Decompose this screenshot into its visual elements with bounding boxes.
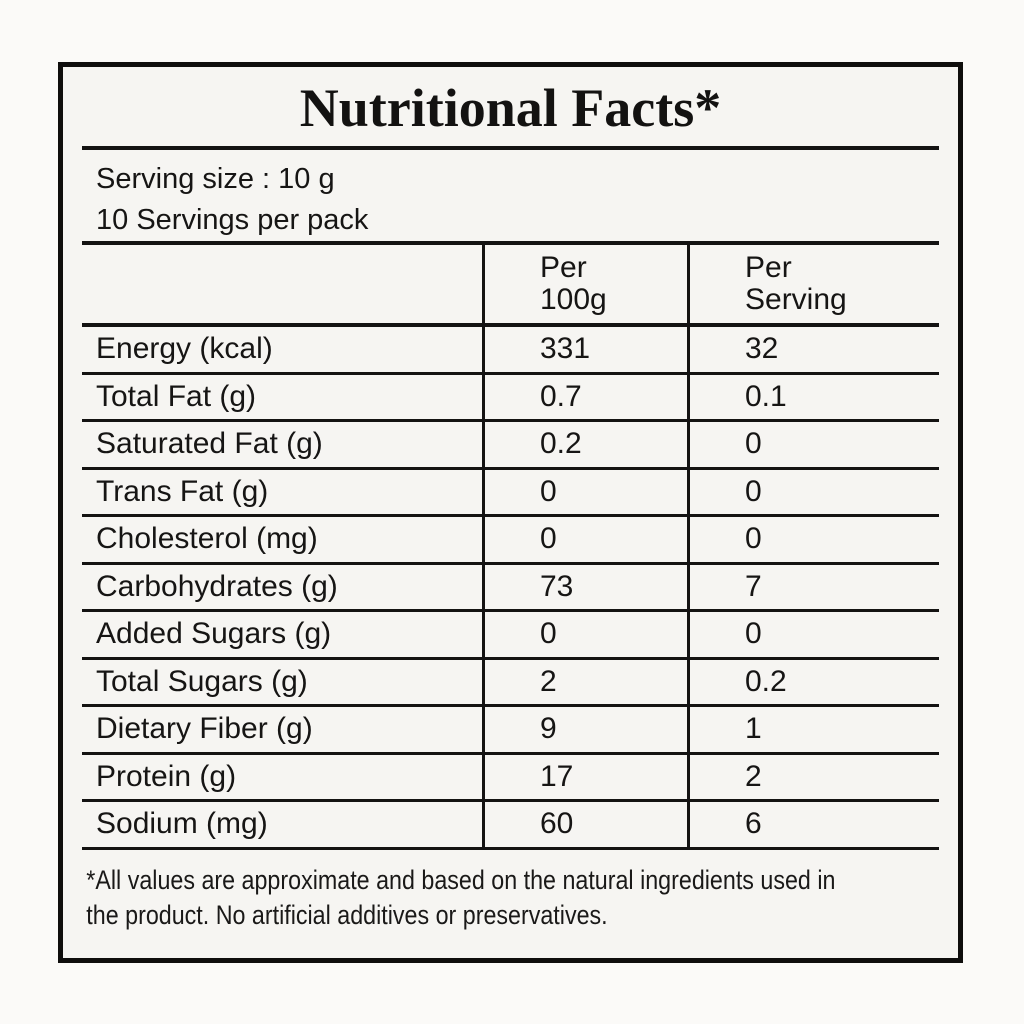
per-100g-value: 2 [482, 659, 687, 704]
per-100g-value: 9 [482, 707, 687, 752]
nutrition-label: Nutritional Facts* Serving size : 10 g 1… [58, 62, 963, 963]
serving-size-text: Serving size : 10 g [96, 163, 335, 195]
per-serving-value: 0.2 [687, 659, 939, 704]
per-100g-value: 73 [482, 564, 687, 609]
servings-per-pack-text: 10 Servings per pack [96, 204, 369, 236]
per-serving-value: 0 [687, 517, 939, 562]
table-row: Carbohydrates (g) 73 7 [82, 564, 939, 612]
column-header-per-serving: Per Serving [687, 245, 939, 323]
per-100g-value: 0.7 [482, 374, 687, 419]
per-100g-value: 0.2 [482, 422, 687, 467]
nutrient-name: Cholesterol (mg) [96, 522, 318, 556]
table-row: Energy (kcal) 331 32 [82, 327, 939, 375]
serving-info: Serving size : 10 g 10 Servings per pack [96, 159, 939, 241]
per-100g-value: 17 [482, 754, 687, 799]
per-serving-value: 2 [687, 754, 939, 799]
per-serving-value: 0.1 [687, 374, 939, 419]
table-row: Trans Fat (g) 0 0 [82, 469, 939, 517]
column-header-nutrient [82, 245, 482, 323]
title-divider [82, 146, 939, 150]
per-100g-value: 331 [482, 327, 687, 372]
nutrient-name: Energy (kcal) [96, 332, 273, 366]
per-serving-value: 1 [687, 707, 939, 752]
nutrient-name: Total Fat (g) [96, 379, 257, 413]
label-title: Nutritional Facts* [299, 78, 722, 138]
nutrient-name: Total Sugars (g) [96, 664, 308, 698]
table-row: Protein (g) 17 2 [82, 754, 939, 802]
nutrient-name: Protein (g) [96, 759, 237, 793]
table-row: Dietary Fiber (g) 9 1 [82, 707, 939, 755]
per-100g-value: 0 [482, 469, 687, 514]
per-serving-value: 0 [687, 612, 939, 657]
footnote-text: *All values are approximate and based on… [86, 864, 836, 930]
nutrient-name: Carbohydrates (g) [96, 569, 338, 603]
per-serving-value: 0 [687, 469, 939, 514]
nutrition-table: Per 100g Per Serving Energy (kcal) 331 3… [82, 241, 939, 850]
per-serving-value: 6 [687, 802, 939, 847]
table-row: Total Fat (g) 0.7 0.1 [82, 374, 939, 422]
per-serving-value: 0 [687, 422, 939, 467]
per-100g-value: 0 [482, 517, 687, 562]
nutrient-name: Saturated Fat (g) [96, 427, 323, 461]
table-body: Energy (kcal) 331 32 Total Fat (g) 0.7 0… [82, 327, 939, 850]
nutrient-name: Added Sugars (g) [96, 617, 332, 651]
table-row: Cholesterol (mg) 0 0 [82, 517, 939, 565]
nutrient-name: Dietary Fiber (g) [96, 712, 313, 746]
table-row: Total Sugars (g) 2 0.2 [82, 659, 939, 707]
table-row: Added Sugars (g) 0 0 [82, 612, 939, 660]
per-serving-value: 7 [687, 564, 939, 609]
table-header-row: Per 100g Per Serving [82, 245, 939, 327]
per-100g-value: 0 [482, 612, 687, 657]
table-row: Saturated Fat (g) 0.2 0 [82, 422, 939, 470]
nutrient-name: Sodium (mg) [96, 807, 268, 841]
table-row: Sodium (mg) 60 6 [82, 802, 939, 850]
nutrient-name: Trans Fat (g) [96, 474, 269, 508]
per-100g-value: 60 [482, 802, 687, 847]
column-header-per-100g: Per 100g [482, 245, 687, 323]
per-serving-value: 32 [687, 327, 939, 372]
